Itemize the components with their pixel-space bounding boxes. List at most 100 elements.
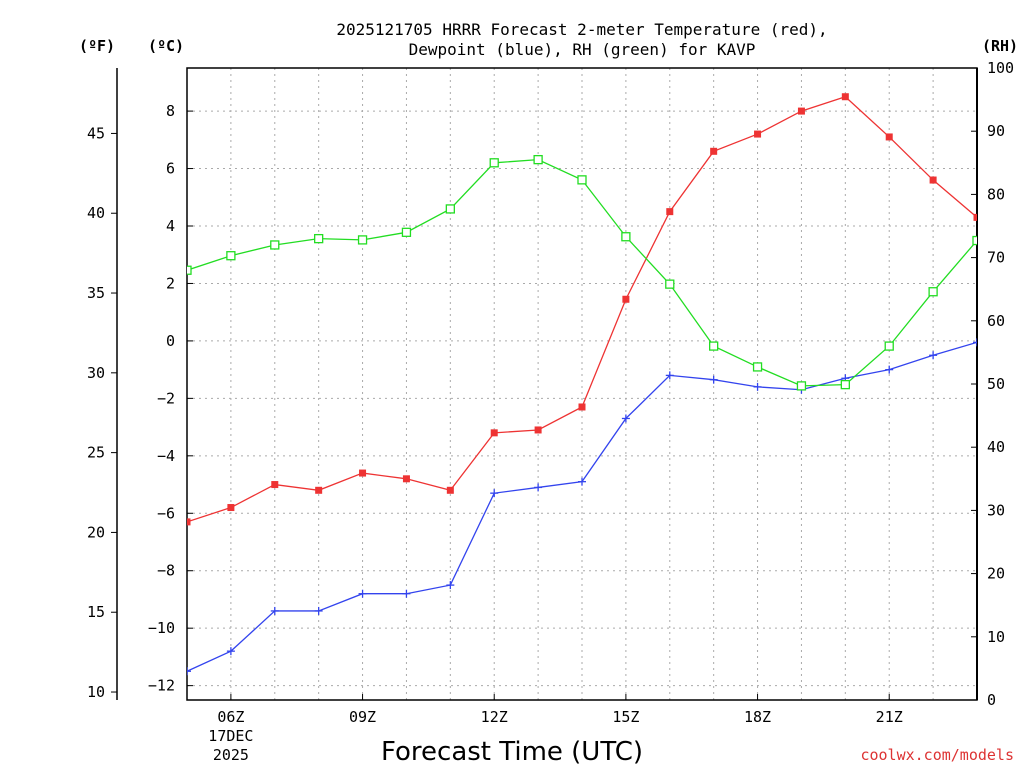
2-meter-temperature-point: [534, 426, 542, 434]
x-tick-label: 06Z: [217, 708, 244, 726]
rh-point: [665, 279, 675, 289]
dewpoint-point: [753, 382, 762, 391]
dewpoint-point: [402, 589, 411, 598]
2-meter-temperature-point: [885, 133, 893, 141]
rh-point: [489, 158, 499, 168]
rh-tick-label: 50: [987, 375, 1005, 393]
rh-point: [401, 227, 412, 237]
chart-title-line2: Dewpoint (blue), RH (green) for KAVP: [409, 40, 756, 59]
rh-tick-label: 40: [987, 438, 1005, 456]
dewpoint-point: [665, 371, 674, 380]
dewpoint-point: [270, 606, 279, 615]
rh-point: [840, 379, 850, 390]
rh-tick-label: 20: [987, 565, 1005, 583]
dewpoint-point: [490, 489, 499, 498]
2-meter-temperature-point: [446, 486, 454, 494]
dewpoint-point: [929, 351, 938, 360]
rh-point: [621, 232, 631, 242]
2-meter-temperature-point: [929, 176, 937, 184]
2-meter-temperature-point: [187, 518, 191, 526]
2-meter-temperature-series: [187, 93, 977, 526]
credit-text: coolwx.com/models: [860, 746, 1014, 764]
2-meter-temperature-point: [754, 130, 762, 138]
rh-point: [577, 175, 587, 185]
2-meter-temperature-point: [359, 469, 367, 477]
x-tick-label: 09Z: [349, 708, 376, 726]
plot-frame: [186, 67, 978, 701]
dewpoint-series: [187, 338, 977, 676]
2-meter-temperature-point: [490, 429, 498, 437]
celsius-tick-label: −10: [148, 619, 175, 637]
x-tick-label: 18Z: [744, 708, 771, 726]
rh-point: [187, 265, 192, 275]
rh-tick-label: 30: [987, 501, 1005, 519]
dewpoint-point: [534, 483, 543, 492]
rh-tick-label: 100: [987, 59, 1014, 77]
fahrenheit-unit-label: (ºF): [79, 37, 115, 55]
rh-tick-label: 70: [987, 249, 1005, 267]
fahrenheit-tick-label: 10: [87, 683, 105, 701]
rh-tick-label: 80: [987, 185, 1005, 203]
2-meter-temperature-point: [622, 295, 630, 303]
rh-point: [357, 235, 368, 245]
rh-tick-label: 10: [987, 628, 1005, 646]
celsius-unit-label: (ºC): [148, 37, 184, 55]
grid-lines: [186, 68, 978, 700]
fahrenheit-tick-label: 45: [87, 124, 105, 142]
2-meter-temperature-point: [227, 504, 235, 512]
2-meter-temperature-point: [666, 208, 674, 216]
rh-unit-label: (RH): [982, 37, 1018, 55]
rh-point: [884, 341, 894, 351]
x-axis-label: Forecast Time (UTC): [381, 737, 643, 767]
2-meter-temperature-point: [402, 475, 410, 483]
2-meter-temperature-point: [271, 481, 279, 489]
rh-point: [752, 362, 763, 372]
x-tick-year-label: 2025: [213, 746, 249, 764]
dewpoint-point: [973, 338, 977, 347]
dewpoint-point: [885, 365, 894, 374]
rh-point: [445, 204, 455, 214]
rh-tick-label: 0: [987, 691, 996, 709]
celsius-tick-label: 6: [166, 160, 175, 178]
rh-point: [533, 154, 543, 165]
dewpoint-point: [578, 477, 586, 486]
axes: [111, 67, 978, 701]
2-meter-temperature-point: [315, 486, 323, 494]
rh-tick-label: 90: [987, 122, 1005, 140]
celsius-tick-label: −4: [157, 447, 175, 465]
rh-point: [796, 381, 807, 391]
rh-point: [709, 341, 719, 351]
x-tick-label: 12Z: [481, 708, 508, 726]
rh-tick-label: 60: [987, 312, 1005, 330]
fahrenheit-tick-label: 30: [87, 364, 105, 382]
dewpoint-point: [446, 581, 455, 590]
fahrenheit-tick-label: 20: [87, 523, 105, 541]
celsius-tick-label: −2: [157, 389, 175, 407]
fahrenheit-tick-label: 35: [87, 284, 105, 302]
data-series: [187, 93, 977, 676]
dewpoint-point: [187, 667, 191, 676]
dewpoint-point: [314, 606, 323, 615]
dewpoint-point: [226, 647, 235, 656]
dewpoint-point: [358, 589, 367, 598]
celsius-tick-label: 0: [166, 332, 175, 350]
2-meter-temperature-point: [578, 403, 586, 411]
x-tick-date-label: 17DEC: [208, 727, 253, 745]
celsius-tick-label: −8: [157, 562, 175, 580]
dewpoint-point: [621, 414, 630, 423]
celsius-tick-label: 8: [166, 102, 175, 120]
rh-point: [972, 235, 977, 246]
celsius-tick-label: −12: [148, 677, 175, 695]
2-meter-temperature-point: [710, 147, 718, 155]
rh-series: [187, 154, 977, 391]
dewpoint-point: [709, 375, 718, 384]
x-tick-label: 15Z: [612, 708, 639, 726]
rh-point: [314, 233, 324, 244]
rh-point: [270, 240, 280, 250]
celsius-tick-label: −6: [157, 504, 175, 522]
fahrenheit-tick-label: 40: [87, 204, 105, 222]
celsius-tick-label: 4: [166, 217, 175, 235]
rh-point: [226, 251, 236, 261]
fahrenheit-tick-label: 25: [87, 444, 105, 462]
